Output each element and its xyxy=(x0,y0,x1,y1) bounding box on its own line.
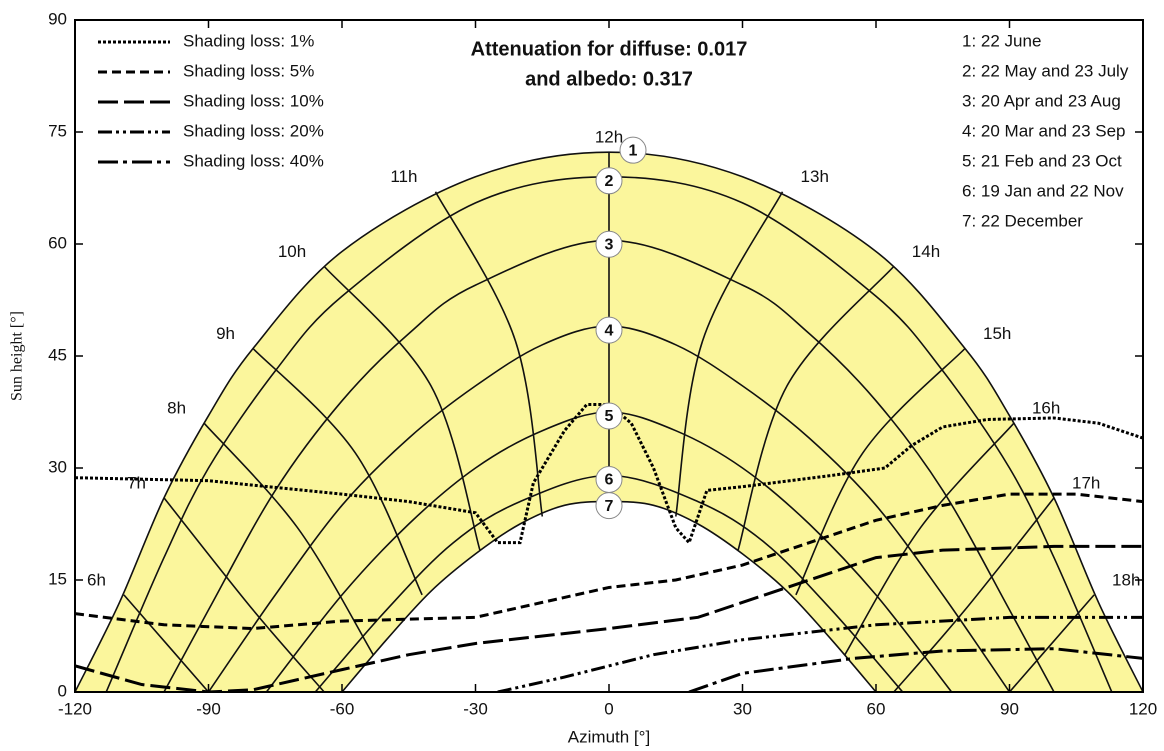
legend-label: 5: 21 Feb and 23 Oct xyxy=(962,151,1122,170)
legend-label: Shading loss: 10% xyxy=(183,91,324,110)
y-tick-label: 60 xyxy=(48,233,67,252)
date-marker xyxy=(595,316,623,344)
y-tick-label: 15 xyxy=(48,569,67,588)
x-axis-label: Azimuth [°] xyxy=(568,727,650,746)
x-tick-label: 30 xyxy=(733,699,752,718)
shading-line xyxy=(75,403,1143,546)
legend-label: 3: 20 Apr and 23 Aug xyxy=(962,91,1121,110)
hour-line xyxy=(844,422,1015,656)
hour-label: 10h xyxy=(278,242,306,261)
hour-label: 15h xyxy=(983,324,1011,343)
hour-label: 17h xyxy=(1072,473,1100,492)
x-tick-label: 90 xyxy=(1000,699,1019,718)
date-marker xyxy=(595,167,623,195)
y-tick-label: 30 xyxy=(48,457,67,476)
date-marker-label: 1 xyxy=(629,142,638,159)
hour-label: 14h xyxy=(912,242,940,261)
date-marker-label: 5 xyxy=(605,408,614,425)
x-tick-label: -120 xyxy=(58,699,92,718)
x-tick-label: -90 xyxy=(196,699,221,718)
hour-line xyxy=(893,497,1055,692)
hour-line xyxy=(163,497,325,692)
legend-label: Shading loss: 5% xyxy=(183,61,314,80)
x-tick-label: 0 xyxy=(604,699,613,718)
legend-label: 1: 22 June xyxy=(962,31,1041,50)
hour-label: 11h xyxy=(390,167,417,186)
hour-label: 18h xyxy=(1112,570,1140,589)
legend-label: 6: 19 Jan and 22 Nov xyxy=(962,181,1124,200)
y-tick-label: 90 xyxy=(48,9,67,28)
hour-label: 8h xyxy=(167,399,186,418)
legend-label: 7: 22 December xyxy=(962,211,1083,230)
chart-title: and albedo: 0.317 xyxy=(525,68,693,90)
legend-label: Shading loss: 1% xyxy=(183,31,314,50)
y-tick-label: 75 xyxy=(48,121,67,140)
y-tick-label: 0 xyxy=(58,681,67,700)
x-tick-label: 120 xyxy=(1129,699,1157,718)
hour-label: 16h xyxy=(1032,399,1060,418)
shading-line xyxy=(688,647,1143,692)
shading-line xyxy=(497,615,1143,692)
date-marker-label: 2 xyxy=(605,173,614,190)
y-tick-label: 45 xyxy=(48,345,67,364)
y-axis-label: Sun height [°] xyxy=(9,311,26,401)
hour-line xyxy=(1008,594,1095,692)
date-marker-label: 4 xyxy=(605,322,614,339)
hour-line xyxy=(123,594,210,692)
date-marker xyxy=(619,136,647,164)
date-marker-label: 6 xyxy=(605,472,614,489)
hour-label: 7h xyxy=(127,473,146,492)
x-tick-label: 60 xyxy=(867,699,886,718)
date-marker xyxy=(595,230,623,258)
x-tick-label: -60 xyxy=(330,699,355,718)
hour-line xyxy=(737,265,895,551)
sun-path xyxy=(75,151,1143,692)
legend-label: 4: 20 Mar and 23 Sep xyxy=(962,121,1126,140)
date-marker-label: 3 xyxy=(605,236,614,253)
hour-label: 13h xyxy=(801,167,829,186)
date-marker xyxy=(595,492,623,520)
legend-label: 2: 22 May and 23 July xyxy=(962,61,1129,80)
hour-label: 9h xyxy=(216,324,235,343)
hour-line xyxy=(252,347,423,596)
shading-line xyxy=(75,492,1143,631)
hour-line xyxy=(675,191,784,517)
chart-title: Attenuation for diffuse: 0.017 xyxy=(471,38,748,60)
legend-label: Shading loss: 20% xyxy=(183,121,324,140)
hour-line xyxy=(795,347,966,596)
date-marker xyxy=(595,402,623,430)
legend-label: Shading loss: 40% xyxy=(183,151,324,170)
hour-label: 6h xyxy=(87,570,106,589)
hour-label: 12h xyxy=(595,128,623,147)
x-tick-label: -30 xyxy=(463,699,488,718)
hour-line xyxy=(203,422,374,656)
date-legend: 1: 22 June 2: 22 May and 23 July 3: 20 Apr… xyxy=(962,31,1129,230)
date-marker-label: 7 xyxy=(605,498,614,515)
